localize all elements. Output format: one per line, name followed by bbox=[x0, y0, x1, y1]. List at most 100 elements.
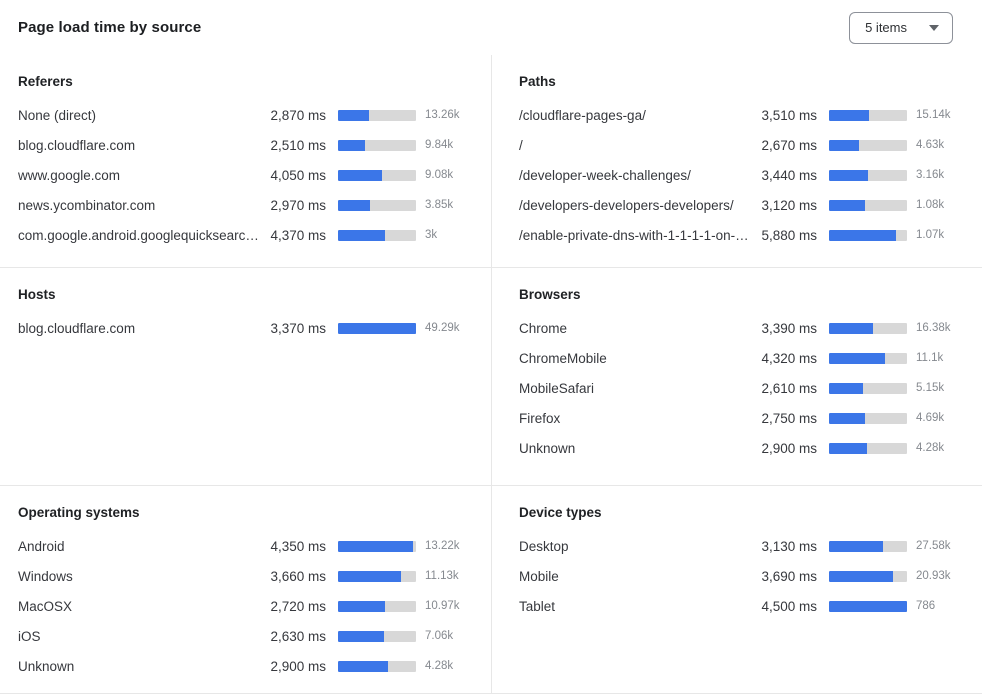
row-bar-fill bbox=[338, 322, 416, 334]
row-label: Tablet bbox=[519, 598, 556, 614]
section-title-referers: Referers bbox=[18, 74, 73, 89]
items-count-select[interactable]: 5 items bbox=[849, 11, 953, 44]
row-label: None (direct) bbox=[18, 107, 97, 123]
row-bar-fill bbox=[829, 109, 870, 121]
row-count: 10.97k bbox=[425, 600, 460, 612]
section-title-browsers: Browsers bbox=[519, 287, 581, 302]
page-title: Page load time by source bbox=[18, 19, 202, 36]
row-count: 3.16k bbox=[916, 169, 945, 181]
row-load-time: 3,440 ms bbox=[761, 167, 817, 183]
row-bar bbox=[338, 322, 416, 334]
row-bar bbox=[829, 199, 907, 211]
row-load-time: 2,900 ms bbox=[761, 440, 817, 456]
row-bar bbox=[338, 600, 416, 612]
row-load-time: 4,350 ms bbox=[270, 538, 326, 554]
row-load-time: 2,670 ms bbox=[761, 137, 817, 153]
metric-row: Unknown 2,900 ms 4.28k bbox=[519, 433, 962, 463]
row-count: 20.93k bbox=[916, 570, 951, 582]
row-label: Mobile bbox=[519, 568, 559, 584]
row-count: 15.14k bbox=[916, 109, 951, 121]
row-load-time: 2,870 ms bbox=[270, 107, 326, 123]
row-load-time: 2,510 ms bbox=[270, 137, 326, 153]
row-bar bbox=[829, 442, 907, 454]
row-label: ChromeMobile bbox=[519, 350, 607, 366]
metric-row: Tablet 4,500 ms 786 bbox=[519, 591, 962, 621]
row-bar-fill bbox=[338, 229, 386, 241]
metric-row: Chrome 3,390 ms 16.38k bbox=[519, 313, 962, 343]
section-title-device-types: Device types bbox=[519, 505, 602, 520]
row-count: 1.07k bbox=[916, 229, 945, 241]
row-load-time: 2,720 ms bbox=[270, 598, 326, 614]
row-bar bbox=[829, 229, 907, 241]
row-count: 786 bbox=[916, 600, 936, 612]
metric-row: /cloudflare-pages-ga/3,510 ms 15.14k bbox=[519, 100, 962, 130]
row-bar-fill bbox=[829, 199, 865, 211]
metric-row: Desktop 3,130 ms 27.58k bbox=[519, 531, 962, 561]
metric-row: /developer-week-challenges/3,440 ms 3.16k bbox=[519, 160, 962, 190]
metric-row: /enable-private-dns-with-1-1-1-1-on-… 5,8… bbox=[519, 220, 962, 250]
row-count: 16.38k bbox=[916, 322, 951, 334]
row-count: 13.22k bbox=[425, 540, 460, 552]
row-load-time: 3,510 ms bbox=[761, 107, 817, 123]
row-load-time: 4,050 ms bbox=[270, 167, 326, 183]
row-bar bbox=[829, 600, 907, 612]
metric-row: blog.cloudflare.com 2,510 ms 9.84k bbox=[18, 130, 471, 160]
row-bar bbox=[338, 630, 416, 642]
metric-row: None (direct) 2,870 ms 13.26k bbox=[18, 100, 471, 130]
section-device-types: Device types Desktop 3,130 ms 27.58k Mobile 3… bbox=[491, 485, 982, 694]
row-bar-fill bbox=[338, 540, 414, 552]
section-rows-operating-systems: Android 4,350 ms 13.22k Windows 3,660 ms 11.1… bbox=[18, 531, 471, 681]
row-count: 4.28k bbox=[425, 660, 454, 672]
metric-row: MobileSafari 2,610 ms 5.15k bbox=[519, 373, 962, 403]
row-load-time: 3,690 ms bbox=[761, 568, 817, 584]
row-count: 5.15k bbox=[916, 382, 945, 394]
row-label: Windows bbox=[18, 568, 73, 584]
row-load-time: 3,120 ms bbox=[761, 197, 817, 213]
row-bar-fill bbox=[829, 442, 867, 454]
row-bar-fill bbox=[829, 412, 865, 424]
metric-row: www.google.com 4,050 ms 9.08k bbox=[18, 160, 471, 190]
row-bar-fill bbox=[829, 600, 907, 612]
row-load-time: 2,630 ms bbox=[270, 628, 326, 644]
row-label: com.google.android.googlequicksearc… bbox=[18, 227, 259, 243]
section-rows-device-types: Desktop 3,130 ms 27.58k Mobile 3,690 ms 20.93… bbox=[519, 531, 962, 621]
row-count: 4.28k bbox=[916, 442, 945, 454]
metric-row: Android 4,350 ms 13.22k bbox=[18, 531, 471, 561]
row-bar bbox=[338, 199, 416, 211]
row-bar-fill bbox=[338, 630, 384, 642]
section-browsers: Browsers Chrome 3,390 ms 16.38k ChromeMobile… bbox=[491, 267, 982, 485]
row-label: Unknown bbox=[519, 440, 576, 456]
row-label: Android bbox=[18, 538, 65, 554]
section-hosts: Hosts blog.cloudflare.com 3,370 ms 49.29k bbox=[0, 267, 491, 485]
row-bar bbox=[829, 109, 907, 121]
row-label: www.google.com bbox=[18, 167, 121, 183]
row-count: 9.84k bbox=[425, 139, 454, 151]
metric-row: Firefox 2,750 ms 4.69k bbox=[519, 403, 962, 433]
row-count: 7.06k bbox=[425, 630, 454, 642]
row-count: 4.69k bbox=[916, 412, 945, 424]
row-bar-fill bbox=[338, 109, 369, 121]
metric-row: / 2,670 ms 4.63k bbox=[519, 130, 962, 160]
row-label: news.ycombinator.com bbox=[18, 197, 156, 213]
row-bar-fill bbox=[338, 139, 366, 151]
row-bar bbox=[829, 412, 907, 424]
section-title-paths: Paths bbox=[519, 74, 556, 89]
row-label: MacOSX bbox=[18, 598, 73, 614]
items-count-label: 5 items bbox=[865, 20, 907, 35]
row-bar bbox=[829, 382, 907, 394]
row-count: 13.26k bbox=[425, 109, 460, 121]
row-label: blog.cloudflare.com bbox=[18, 320, 136, 336]
panel-header: Page load time by source 5 items bbox=[0, 0, 982, 55]
row-count: 11.13k bbox=[425, 570, 459, 582]
metric-row: MacOSX 2,720 ms 10.97k bbox=[18, 591, 471, 621]
row-label: /developer-week-challenges/ bbox=[519, 167, 691, 183]
row-load-time: 2,970 ms bbox=[270, 197, 326, 213]
row-load-time: 4,500 ms bbox=[761, 598, 817, 614]
row-load-time: 3,130 ms bbox=[761, 538, 817, 554]
row-bar-fill bbox=[829, 139, 860, 151]
row-bar-fill bbox=[338, 199, 371, 211]
sections-grid: Referers None (direct) 2,870 ms 13.26k blog.… bbox=[0, 55, 982, 694]
metric-row: news.ycombinator.com 2,970 ms 3.85k bbox=[18, 190, 471, 220]
section-rows-browsers: Chrome 3,390 ms 16.38k ChromeMobile 4,320 ms… bbox=[519, 313, 962, 463]
